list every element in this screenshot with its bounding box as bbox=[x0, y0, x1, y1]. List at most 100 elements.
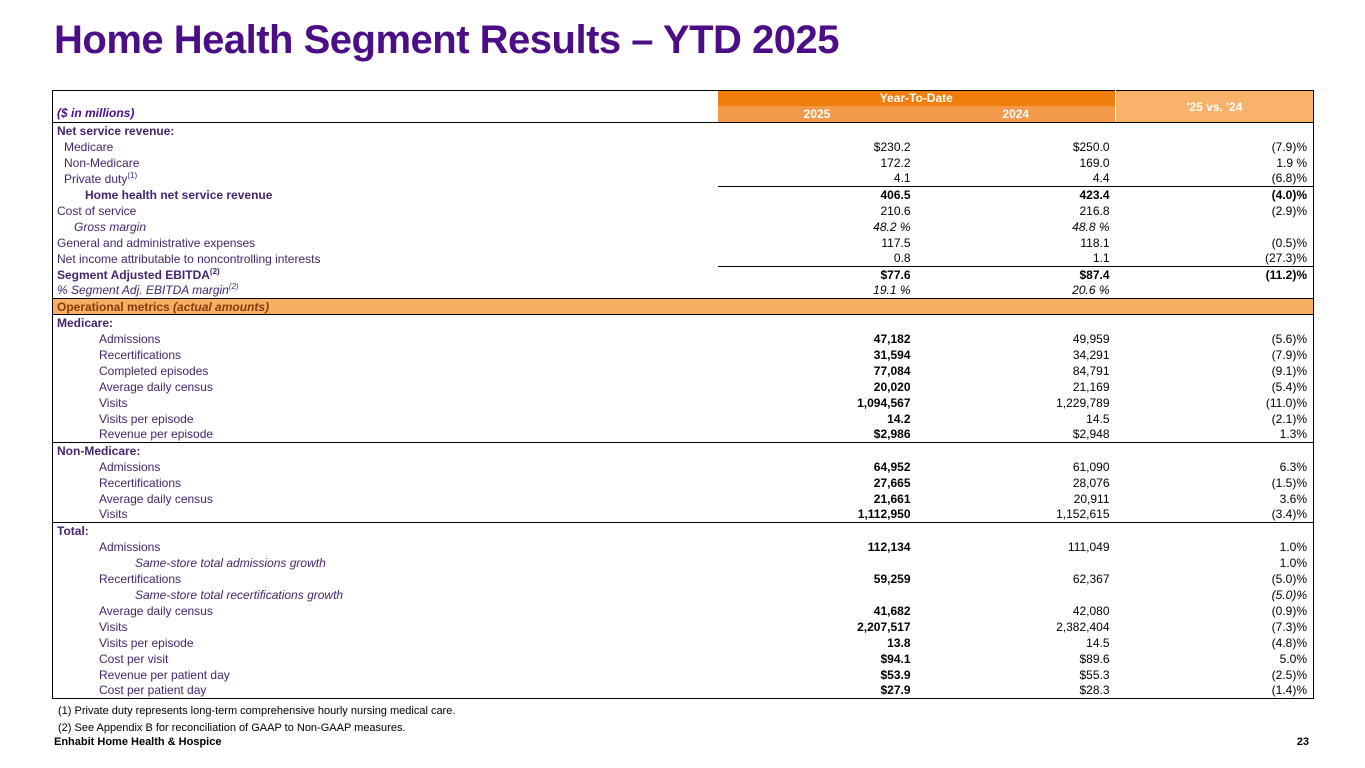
cell-v25: 48.2 % bbox=[873, 219, 911, 234]
row-label: Admissions bbox=[99, 331, 161, 346]
cell-v24: 49,959 bbox=[1072, 331, 1110, 346]
cell-chg: (11.2)% bbox=[1115, 266, 1314, 283]
row-label: Private duty(1) bbox=[64, 170, 138, 186]
results-table-body: Net service revenue: Medicare $230.2 $250.0… bbox=[52, 123, 1314, 699]
row-label: Home health net service revenue bbox=[85, 187, 273, 202]
table-row: Average daily census 41,682 42,080 (0.9)% bbox=[53, 603, 1314, 619]
cell-v24 bbox=[916, 442, 1116, 459]
cell-v24: $89.6 bbox=[1079, 651, 1110, 666]
cell-v25: 64,952 bbox=[873, 459, 911, 474]
row-label: Recertifications bbox=[99, 347, 182, 362]
cell-chg: (0.5)% bbox=[1271, 235, 1308, 250]
table-row: % Segment Adj. EBITDA margin(2) 19.1 % 20.… bbox=[53, 283, 1314, 299]
cell-chg: (5.6)% bbox=[1271, 331, 1308, 346]
table-row: Medicare $230.2 $250.0 (7.9)% bbox=[53, 139, 1314, 155]
table-row: Segment Adjusted EBITDA(2) $77.6 $87.4 (11.… bbox=[53, 266, 1314, 283]
cell-chg: (5.4)% bbox=[1271, 379, 1308, 394]
cell-v24: 169.0 bbox=[1079, 155, 1110, 170]
row-label: Recertifications bbox=[99, 571, 182, 586]
cell-v24: 118.1 bbox=[1080, 235, 1110, 250]
cell-v25 bbox=[718, 123, 917, 139]
cell-v25: 20,020 bbox=[873, 379, 911, 394]
table-row: Home health net service revenue 406.5 423.… bbox=[53, 186, 1314, 203]
row-label: Cost per visit bbox=[99, 651, 169, 666]
col-header-2025: 2025 bbox=[717, 105, 917, 123]
cell-v25: 172.2 bbox=[880, 155, 911, 170]
table-row: Visits 1,094,567 1,229,789 (11.0)% bbox=[53, 395, 1314, 411]
row-label: Segment Adjusted EBITDA(2) bbox=[57, 266, 220, 282]
cell-v24: 14.5 bbox=[1086, 635, 1110, 650]
cell-v25: $2,986 bbox=[873, 427, 911, 442]
cell-v24: 20.6 % bbox=[1072, 283, 1110, 298]
cell-v24: $28.3 bbox=[1079, 683, 1110, 698]
footnote-1: (1) Private duty represents long-term co… bbox=[58, 705, 456, 717]
cell-v25: 77,084 bbox=[873, 363, 911, 378]
cell-v25: $53.9 bbox=[880, 667, 911, 682]
cell-v24: 2,382,404 bbox=[1056, 619, 1110, 634]
cell-chg: (2.1)% bbox=[1271, 411, 1308, 426]
corner-label: ($ in millions) bbox=[52, 90, 718, 123]
cell-chg: (9.1)% bbox=[1271, 363, 1308, 378]
cell-chg: (27.3)% bbox=[1264, 251, 1308, 266]
cell-v24: 216.8 bbox=[1079, 203, 1110, 218]
table-row: Net service revenue: bbox=[53, 123, 1314, 139]
row-label: General and administrative expenses bbox=[57, 235, 256, 250]
cell-v24: 62,367 bbox=[1072, 571, 1110, 586]
table-row: Medicare: bbox=[53, 315, 1314, 331]
row-label: % Segment Adj. EBITDA margin(2) bbox=[57, 282, 239, 298]
table-row: Cost of service 210.6 216.8 (2.9)% bbox=[53, 203, 1314, 219]
row-label: Average daily census bbox=[99, 603, 213, 618]
cell-chg: (4.0)% bbox=[1115, 186, 1314, 203]
results-table: ($ in millions) Year-To-Date '25 vs. '24… bbox=[52, 90, 1315, 699]
table-row: Non-Medicare: bbox=[52, 442, 1314, 459]
row-label: Same-store total recertifications growth bbox=[135, 587, 344, 602]
cell-v25: $77.6 bbox=[717, 266, 917, 283]
table-row: Visits 2,207,517 2,382,404 (7.3)% bbox=[53, 619, 1314, 635]
cell-v25: 406.5 bbox=[717, 186, 917, 203]
cell-chg: (6.8)% bbox=[1271, 171, 1308, 186]
cell-chg bbox=[1116, 123, 1314, 139]
cell-chg bbox=[1115, 442, 1314, 459]
col-header-change: '25 vs. '24 bbox=[1115, 90, 1314, 123]
cell-chg bbox=[1115, 522, 1314, 539]
cell-v24: 111,049 bbox=[1067, 539, 1110, 554]
row-label: Recertifications bbox=[99, 475, 182, 490]
cell-v24: 48.8 % bbox=[1072, 219, 1110, 234]
cell-v25: $27.9 bbox=[880, 683, 911, 698]
table-row: Non-Medicare 172.2 169.0 1.9 % bbox=[53, 155, 1314, 171]
cell-chg bbox=[1116, 219, 1314, 235]
section-band-row: Operational metrics (actual amounts) bbox=[52, 298, 1314, 315]
cell-chg: (1.5)% bbox=[1271, 475, 1308, 490]
row-label: Medicare: bbox=[57, 315, 114, 330]
cell-v24: 4.4 bbox=[1092, 171, 1110, 186]
cell-v25 bbox=[718, 315, 917, 331]
cell-v24: 42,080 bbox=[1072, 603, 1110, 618]
cell-v25: 31,594 bbox=[873, 347, 911, 362]
cell-v24: 84,791 bbox=[1072, 363, 1110, 378]
cell-v25 bbox=[717, 522, 917, 539]
cell-v24 bbox=[917, 123, 1116, 139]
cell-v25 bbox=[718, 555, 917, 571]
cell-chg: 1.3% bbox=[1279, 427, 1308, 442]
cell-chg: (5.0)% bbox=[1271, 587, 1308, 602]
row-label: Completed episodes bbox=[99, 363, 209, 378]
table-row: Same-store total recertifications growth… bbox=[53, 587, 1314, 603]
table-row: Average daily census 20,020 21,169 (5.4)% bbox=[53, 379, 1314, 395]
cell-v24: $87.4 bbox=[916, 266, 1116, 283]
row-label: Non-Medicare: bbox=[52, 442, 718, 459]
row-label: Visits per episode bbox=[99, 635, 194, 650]
table-row: Cost per visit $94.1 $89.6 5.0% bbox=[53, 651, 1314, 667]
cell-v24 bbox=[917, 587, 1116, 603]
cell-chg: (5.0)% bbox=[1271, 571, 1308, 586]
row-label: Net income attributable to noncontrollin… bbox=[57, 251, 321, 266]
row-label: Cost per patient day bbox=[99, 683, 207, 698]
cell-v25: 4.1 bbox=[893, 171, 911, 186]
table-row: Admissions 64,952 61,090 6.3% bbox=[53, 459, 1314, 475]
cell-v25: 14.2 bbox=[887, 411, 911, 426]
row-label: Net service revenue: bbox=[57, 123, 175, 138]
table-row: Visits per episode 13.8 14.5 (4.8)% bbox=[53, 635, 1314, 651]
row-label: Visits bbox=[99, 619, 128, 634]
cell-v24: 1.1 bbox=[1092, 251, 1110, 266]
table-row: Admissions 47,182 49,959 (5.6)% bbox=[53, 331, 1314, 347]
table-header: ($ in millions) Year-To-Date '25 vs. '24… bbox=[52, 90, 1314, 123]
